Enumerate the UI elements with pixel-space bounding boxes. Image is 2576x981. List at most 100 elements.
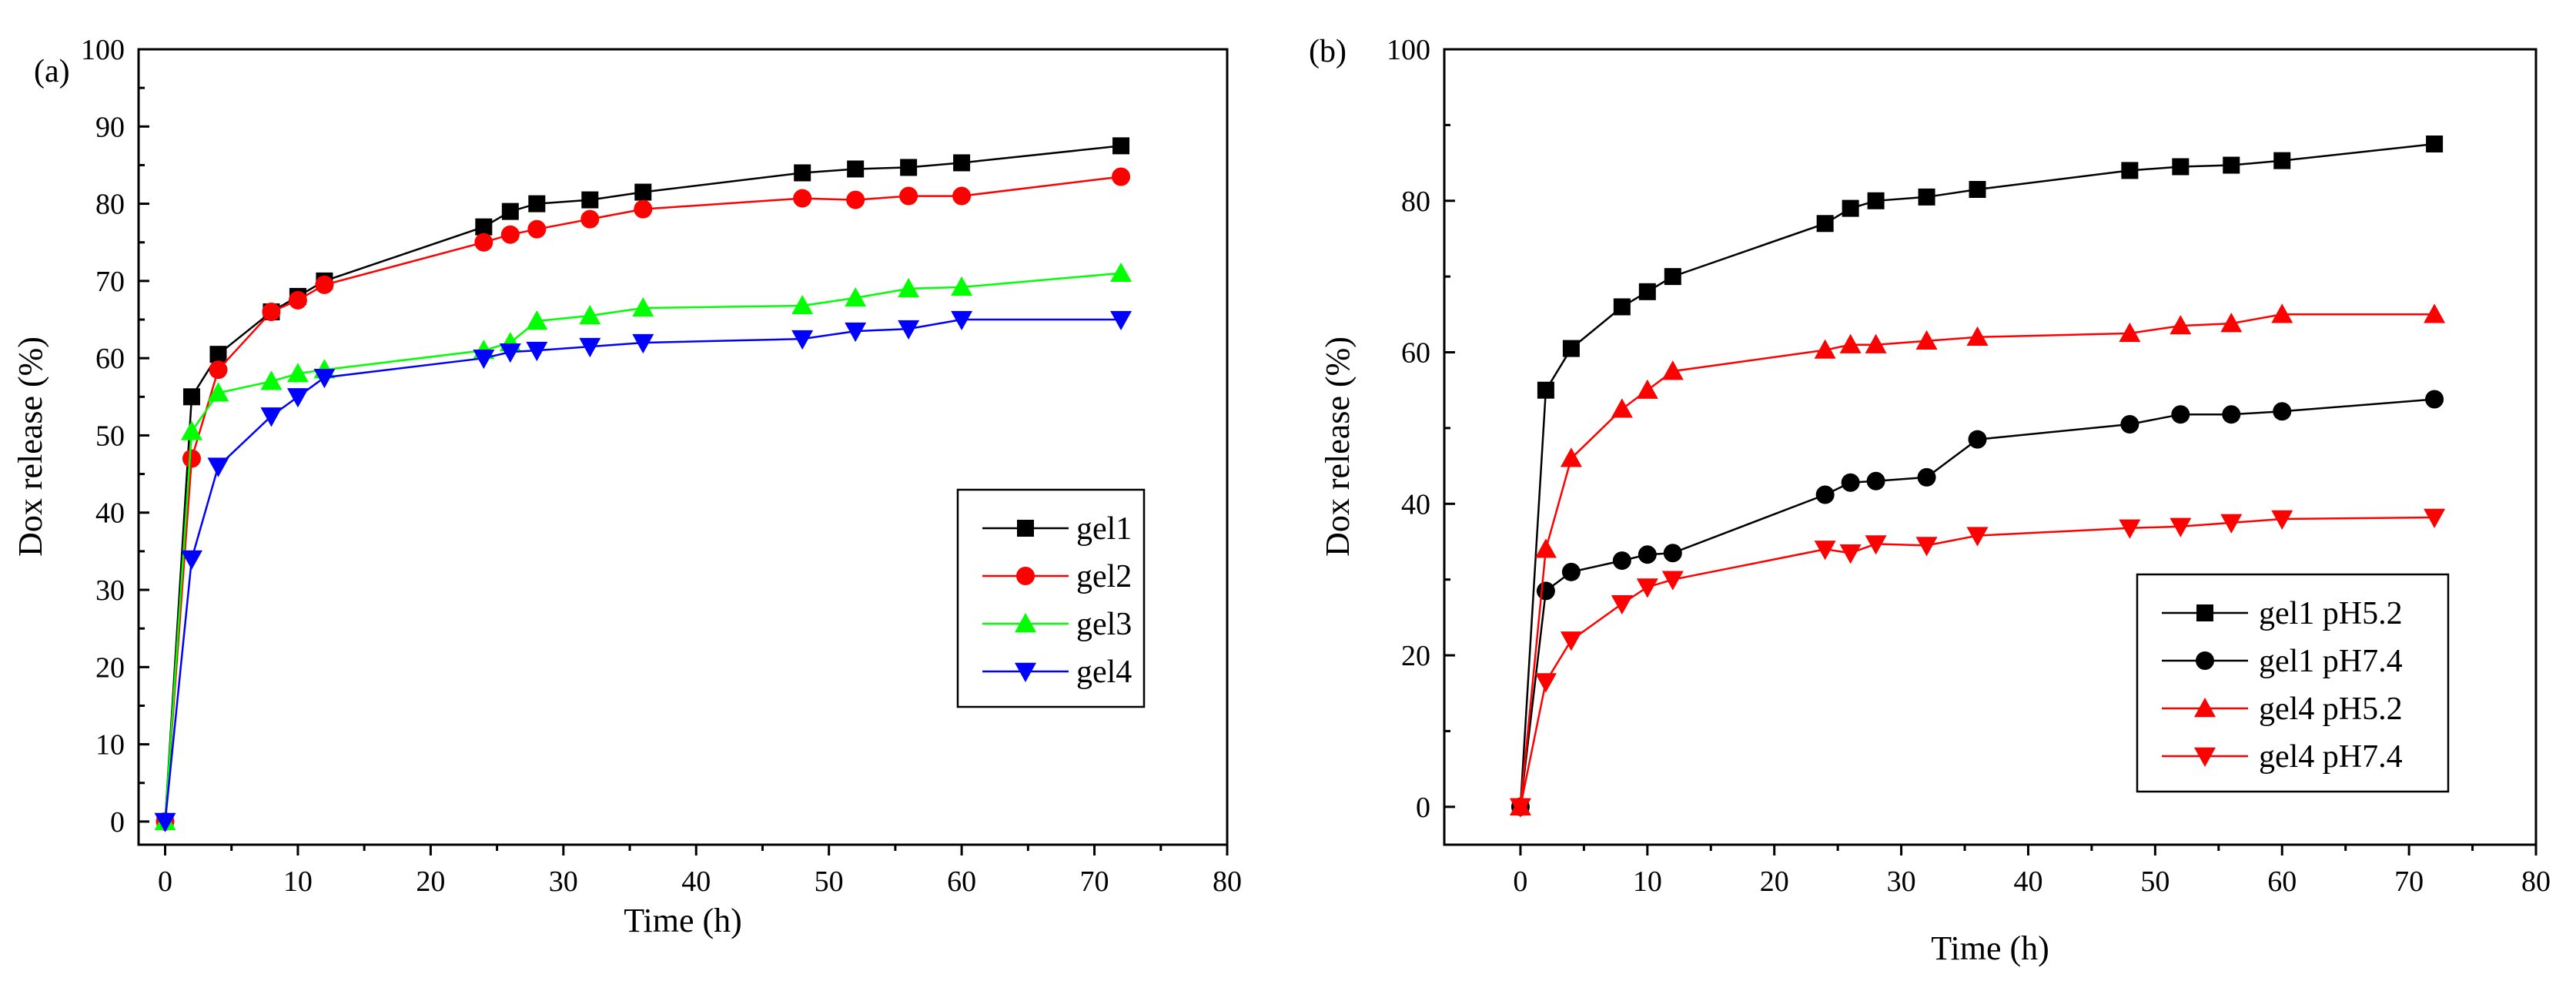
legend-symbol-gel1-ph52 <box>2162 604 2248 621</box>
data-point-b-gel4-ph5-2-12 <box>2170 315 2192 335</box>
data-point-b-gel4-ph5-2-4 <box>1636 379 1658 399</box>
data-point-b-gel4-ph5-2-11 <box>2119 322 2141 343</box>
legend-label-gel4-ph52: gel4 pH5.2 <box>2259 691 2403 727</box>
series-a-gel2 <box>156 167 1131 831</box>
data-point-b-gel1-ph5-2-5 <box>1664 268 1681 286</box>
x-tick-label-a-0: 0 <box>158 865 172 898</box>
legend-marker <box>2196 651 2214 670</box>
series-b-gel4-ph7-4 <box>1509 508 2446 818</box>
x-tick-label-b-50: 50 <box>2140 865 2170 898</box>
legend-label-gel1-ph74: gel1 pH7.4 <box>2259 644 2403 679</box>
x-tick-label-b-0: 0 <box>1513 865 1527 898</box>
data-point-a-gel2-3 <box>262 302 281 321</box>
legend-entry-gel4-ph52: gel4 pH5.2 <box>2162 691 2403 727</box>
data-point-a-gel4-0 <box>154 812 176 832</box>
x-tick-label-b-40: 40 <box>2013 865 2042 898</box>
data-point-b-gel1-ph7-4-10 <box>1968 430 1987 449</box>
data-point-b-gel1-ph5-2-3 <box>1613 298 1631 316</box>
data-point-b-gel1-ph7-4-6 <box>1815 485 1835 504</box>
x-tick-label-a-40: 40 <box>681 865 711 898</box>
data-point-b-gel4-ph5-2-1 <box>1534 538 1557 558</box>
x-tick-label-a-10: 10 <box>283 865 313 898</box>
x-tick-label-a-70: 70 <box>1080 865 1109 898</box>
data-point-a-gel2-5 <box>315 275 334 294</box>
data-point-b-gel4-ph7-4-14 <box>2271 510 2293 530</box>
data-point-b-gel1-ph7-4-14 <box>2273 402 2292 421</box>
legend-marker <box>2194 698 2216 718</box>
data-point-a-gel3-10 <box>632 296 654 317</box>
data-point-a-gel4-11 <box>791 330 814 350</box>
legend-marker <box>2196 604 2213 621</box>
data-point-b-gel4-ph7-4-0 <box>1509 798 1531 818</box>
legend-entry-gel4: gel4 <box>982 655 1132 690</box>
data-point-a-gel4-4 <box>286 388 309 408</box>
x-tick-label-b-10: 10 <box>1633 865 1662 898</box>
data-point-b-gel4-ph7-4-10 <box>1966 527 1989 547</box>
x-tick-label-b-30: 30 <box>1887 865 1916 898</box>
series-line-b-gel4-ph5-2 <box>1519 313 2435 807</box>
data-point-b-gel1-ph5-2-9 <box>1918 188 1935 206</box>
data-point-a-gel4-6 <box>473 349 495 370</box>
data-point-a-gel3-2 <box>207 382 229 402</box>
x-tick-label-b-70: 70 <box>2394 865 2424 898</box>
data-point-b-gel4-ph7-4-3 <box>1611 594 1633 615</box>
series-line-a-gel1 <box>164 145 1122 822</box>
chart-panel-b: (b) 0 20 40 60 80 100 0 10 20 30 40 50 60 70 80 Time … <box>1309 34 2551 967</box>
data-point-b-gel1-ph7-4-11 <box>2120 414 2139 434</box>
data-point-b-gel4-ph7-4-15 <box>2424 508 2446 528</box>
data-point-a-gel3-11 <box>791 294 814 315</box>
legend-label-gel4: gel4 <box>1076 655 1132 690</box>
data-point-b-gel1-ph5-2-4 <box>1638 283 1656 300</box>
x-tick-label-a-50: 50 <box>815 865 844 898</box>
legend-label-gel1: gel1 <box>1076 511 1132 547</box>
data-point-a-gel1-14 <box>953 154 971 172</box>
legend-symbol-gel1 <box>982 520 1069 537</box>
data-point-a-gel2-10 <box>634 199 653 219</box>
series-b-gel1-ph7-4 <box>1510 390 2444 816</box>
data-point-a-gel3-8 <box>526 310 548 330</box>
legend-label-gel4-ph74: gel4 pH7.4 <box>2259 739 2403 775</box>
y-tick-label-a-50: 50 <box>95 420 125 452</box>
data-point-a-gel1-9 <box>581 191 599 209</box>
data-point-b-gel1-ph7-4-8 <box>1866 471 1885 490</box>
y-tick-label-b-80: 80 <box>1401 186 1430 218</box>
data-point-a-gel2-13 <box>899 186 918 206</box>
data-point-a-gel3-9 <box>579 305 601 325</box>
data-point-a-gel2-1 <box>182 449 201 468</box>
y-tick-label-a-100: 100 <box>81 34 125 66</box>
legend-symbol-gel2 <box>982 567 1069 585</box>
y-tick-label-a-0: 0 <box>110 806 125 839</box>
data-point-a-gel4-3 <box>260 407 283 427</box>
y-tick-label-b-40: 40 <box>1401 488 1430 521</box>
data-point-a-gel3-1 <box>180 420 202 440</box>
data-point-b-gel1-ph7-4-7 <box>1841 473 1860 492</box>
y-tick-label-a-20: 20 <box>95 651 125 684</box>
legend-marker <box>1017 520 1034 537</box>
data-point-a-gel4-9 <box>579 337 601 358</box>
y-tick-label-a-30: 30 <box>95 574 125 607</box>
data-point-b-gel1-ph7-4-12 <box>2171 405 2190 424</box>
legend-marker <box>1016 567 1035 585</box>
data-point-a-gel2-9 <box>580 209 600 229</box>
data-point-b-gel1-ph5-2-7 <box>1842 199 1859 217</box>
y-tick-label-a-70: 70 <box>95 266 125 298</box>
y-tick-label-a-60: 60 <box>95 343 125 375</box>
data-point-b-gel1-ph7-4-4 <box>1638 545 1657 564</box>
data-point-a-gel4-10 <box>632 333 654 354</box>
data-point-a-gel3-3 <box>260 370 283 390</box>
data-point-b-gel4-ph7-4-11 <box>2119 519 2141 539</box>
data-point-b-gel4-ph5-2-13 <box>2220 313 2243 333</box>
y-tick-label-a-80: 80 <box>95 189 125 221</box>
data-point-b-gel1-ph5-2-14 <box>2273 152 2291 169</box>
legend-entry-gel1: gel1 <box>982 511 1132 547</box>
y-tick-label-b-100: 100 <box>1387 34 1430 66</box>
series-b-gel1-ph5-2 <box>1511 135 2444 815</box>
data-point-a-gel1-15 <box>1112 137 1130 155</box>
legend-b: gel1 pH5.2 gel1 pH7.4 gel4 pH5.2 gel4 pH… <box>2136 573 2450 793</box>
data-point-b-gel1-ph7-4-2 <box>1561 562 1581 581</box>
data-point-a-gel3-12 <box>845 286 867 307</box>
data-point-a-gel2-4 <box>288 290 307 310</box>
legend-label-gel2: gel2 <box>1076 559 1132 594</box>
x-tick-label-b-60: 60 <box>2267 865 2297 898</box>
